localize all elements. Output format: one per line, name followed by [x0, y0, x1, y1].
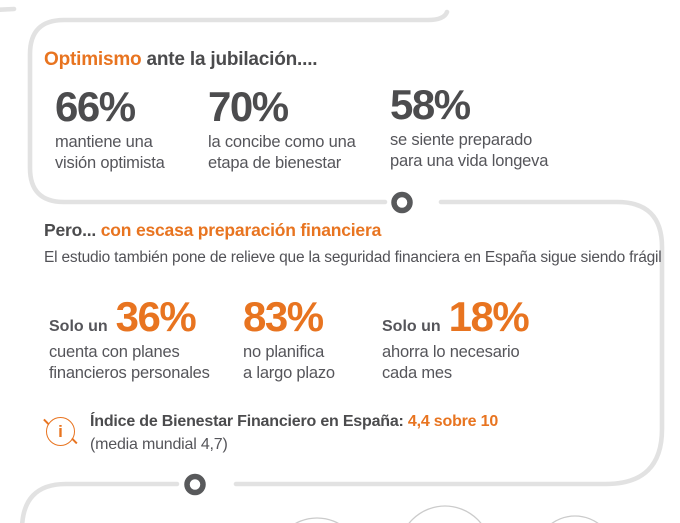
- decor-circle-large: [408, 505, 482, 523]
- road-exit-bottom-left: [20, 481, 180, 523]
- finance-section-title: Pero... con escasa preparación financier…: [44, 220, 381, 241]
- stat-value: 58%: [390, 81, 471, 128]
- stat-caption: cuenta con planes financieros personales: [49, 342, 210, 383]
- decor-circle-right: [551, 515, 599, 523]
- wellbeing-index-value: 4,4 sobre 10: [407, 413, 499, 430]
- info-icon: i: [46, 417, 75, 446]
- info-icon-glyph: i: [58, 421, 63, 441]
- ring-marker-section2: [184, 473, 206, 496]
- stat-caption: se siente preparado para una vida longev…: [390, 130, 549, 171]
- optimism-section-title: Optimismo ante la jubilación....: [44, 49, 318, 71]
- wellbeing-index-detail: (media mundial 4,7): [90, 436, 228, 453]
- ring-marker-section1: [391, 191, 413, 214]
- stat-prepared-longevity: 58% se siente preparado para una vida lo…: [390, 81, 549, 173]
- decor-circle-left: [295, 517, 339, 523]
- stat-no-longterm-planning: 83% no planifica a largo plazo: [243, 293, 335, 385]
- finance-lead-text: El estudio también pone de relieve que l…: [44, 249, 662, 266]
- optimism-title-rest: ante la jubilación....: [141, 49, 318, 70]
- stat-caption: la concibe como una etapa de bienestar: [208, 132, 356, 173]
- stat-value: 66%: [55, 83, 136, 130]
- road-section2-outline: [233, 199, 665, 487]
- stat-value: 70%: [208, 83, 289, 130]
- optimism-title-highlight: Optimismo: [44, 49, 142, 70]
- wellbeing-index-line: Índice de Bienestar Financiero en España…: [90, 413, 498, 431]
- stat-caption: ahorra lo necesario cada mes: [382, 342, 520, 383]
- stat-caption: mantiene una visión optimista: [55, 132, 165, 173]
- stat-value: 36%: [115, 293, 197, 340]
- road-stub-top-left: [0, 6, 17, 13]
- road-section1-outline: [27, 9, 450, 205]
- stat-personal-plans: Solo un 36% cuenta con planes financiero…: [49, 293, 210, 385]
- finance-title-prefix: Pero...: [44, 220, 101, 240]
- stat-monthly-savings: Solo un 18% ahorra lo necesario cada mes: [382, 293, 530, 385]
- wellbeing-index-label: Índice de Bienestar Financiero en España…: [90, 413, 408, 430]
- finance-title-highlight: con escasa preparación financiera: [100, 220, 382, 240]
- stat-prefix: Solo un: [382, 318, 441, 335]
- stat-value: 18%: [448, 293, 530, 340]
- stat-caption: no planifica a largo plazo: [243, 342, 335, 383]
- stat-wellbeing-stage: 70% la concibe como una etapa de bienest…: [208, 83, 356, 175]
- stat-prefix: Solo un: [49, 318, 108, 335]
- stat-optimistic-view: 66% mantiene una visión optimista: [55, 83, 165, 175]
- stat-value: 83%: [243, 293, 324, 340]
